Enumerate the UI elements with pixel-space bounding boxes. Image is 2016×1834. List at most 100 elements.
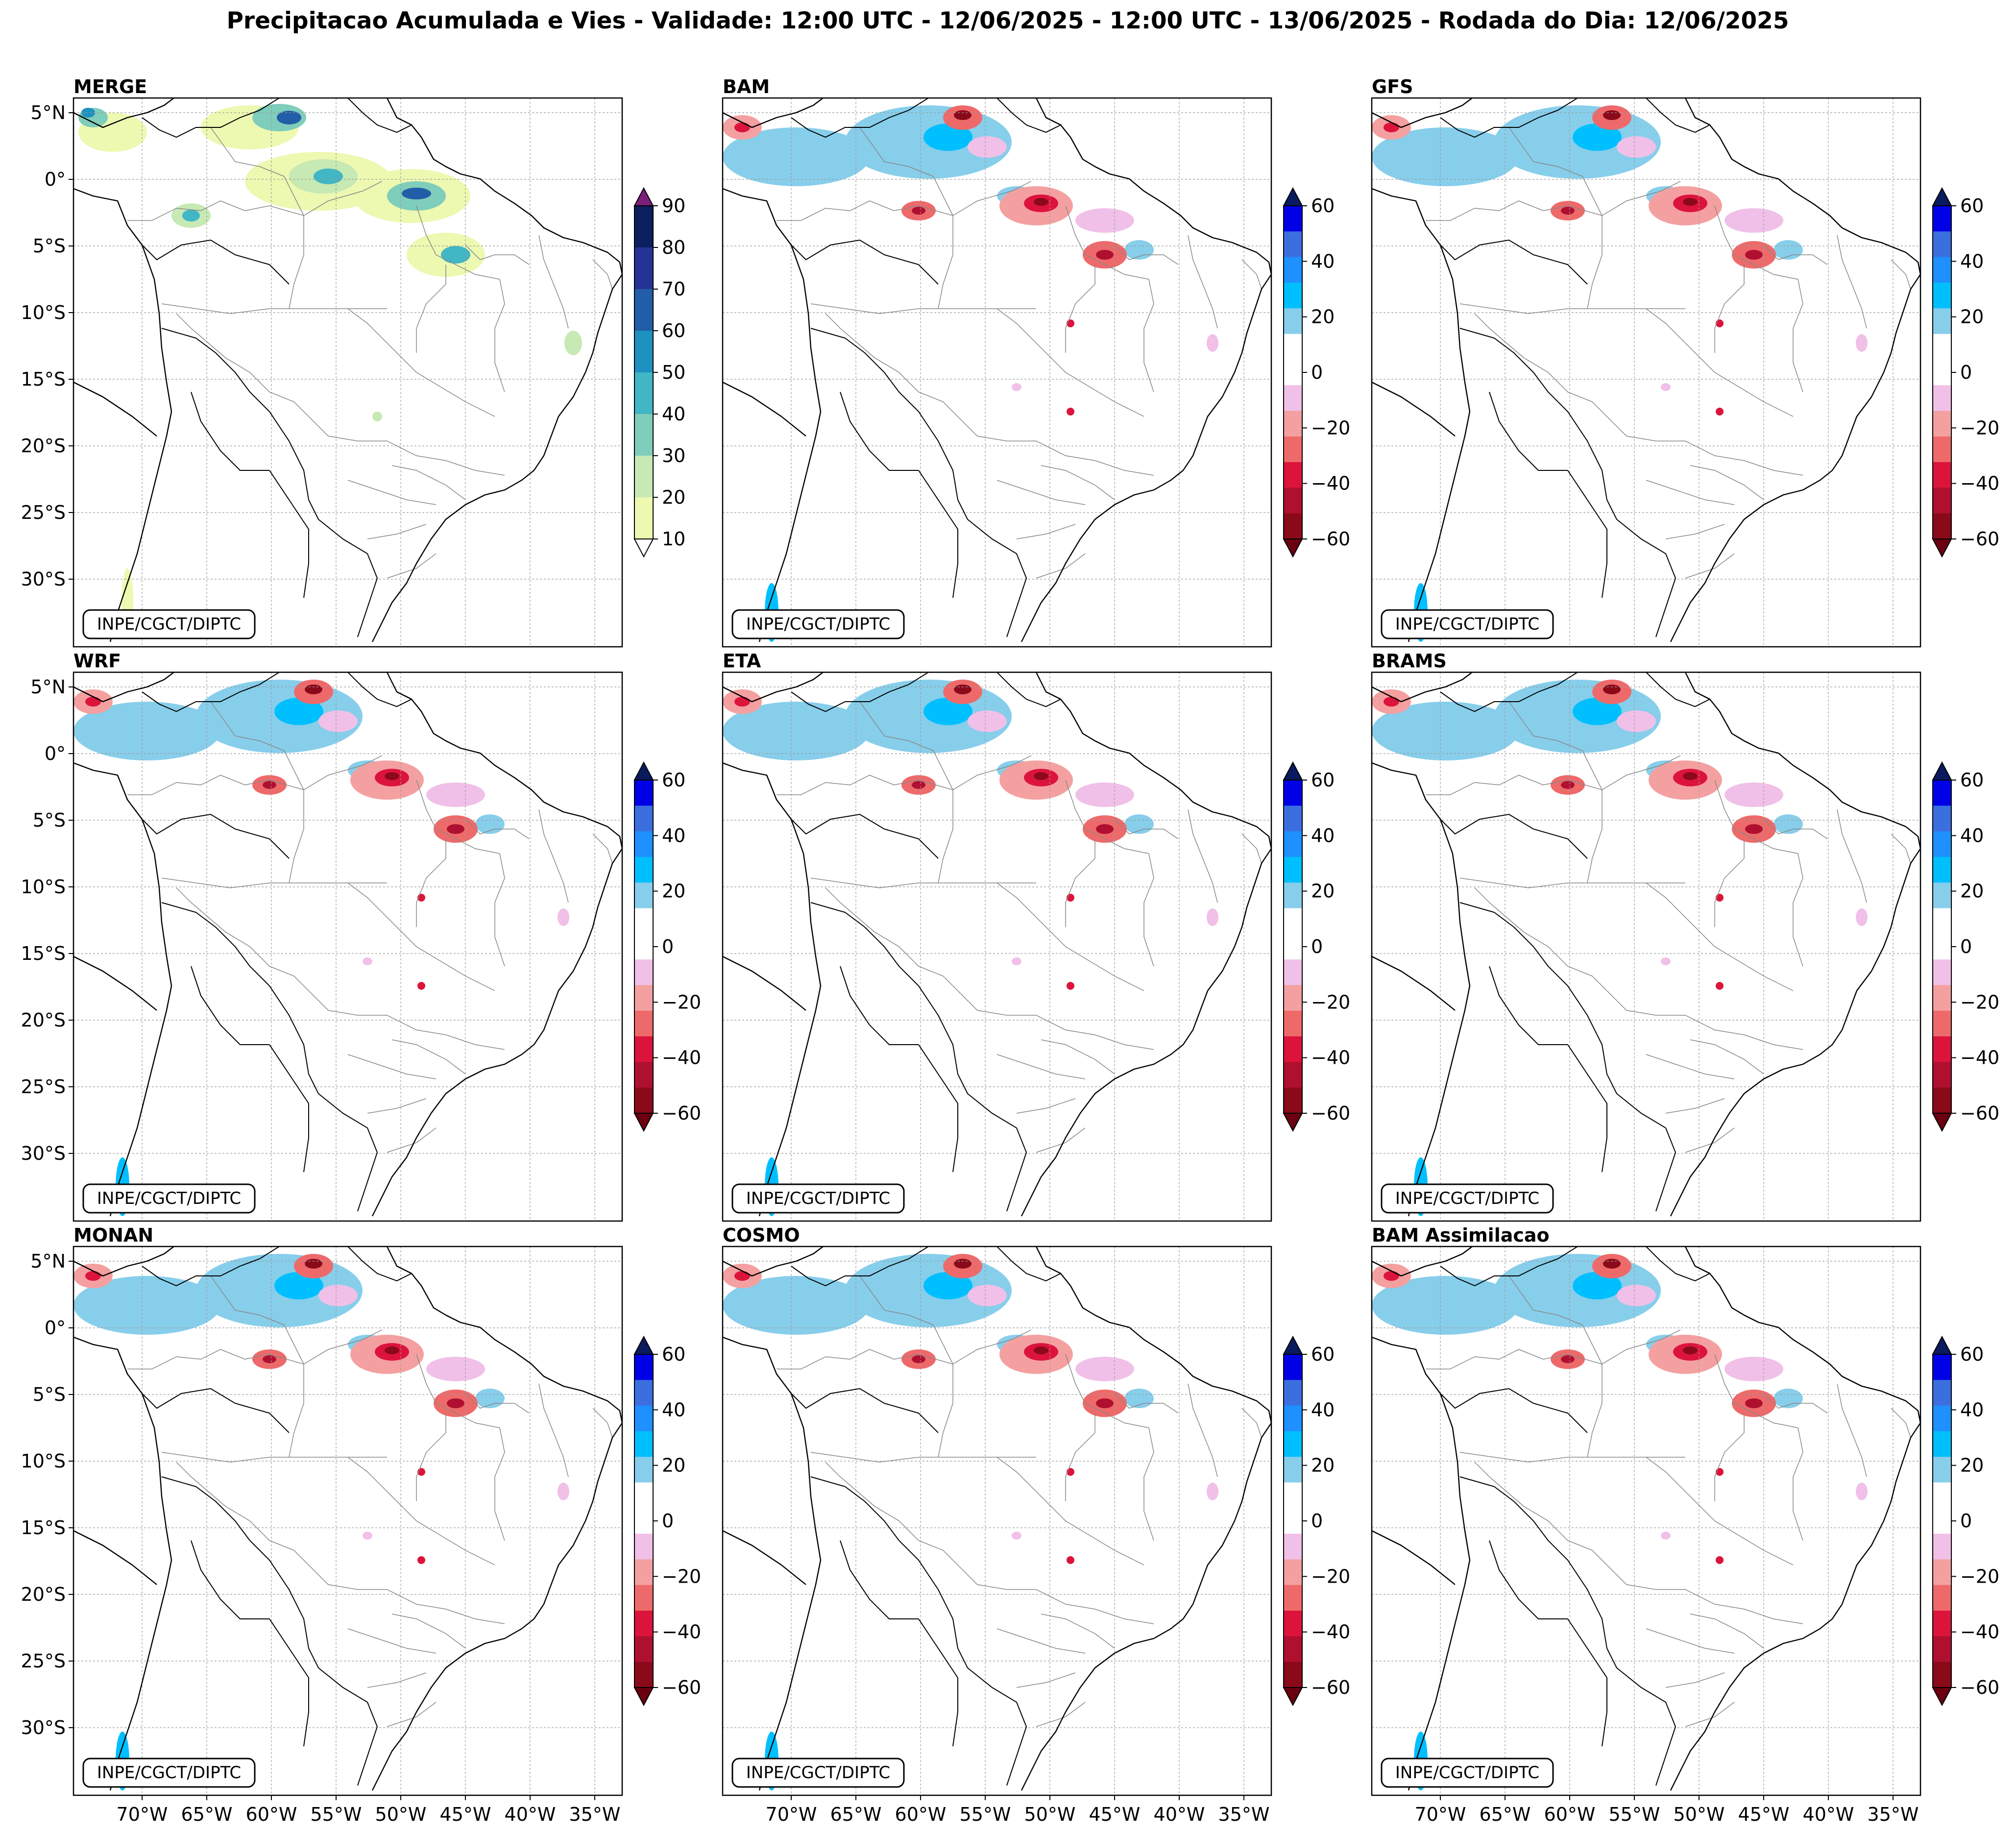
colorbar-bias: 60 40 20 0 −20 −40 −60 — [1283, 1335, 1350, 1707]
lat-label: 5°S — [33, 809, 66, 831]
lon-label: 50°W — [1674, 1804, 1725, 1825]
colorbar-extend-min — [633, 538, 654, 558]
colorbar-segment — [1284, 959, 1302, 985]
colorbar-tick-label: −20 — [1311, 991, 1350, 1013]
panel-frame — [722, 671, 1272, 1222]
lon-label: 55°W — [311, 1804, 362, 1825]
colorbar-tick-label: 20 — [1960, 1455, 1984, 1476]
panel-bam-assimilacao: BAM Assimilacao INPE/CGCT/DIPTC — [1371, 1224, 1921, 1796]
colorbar-bias: 60 40 20 0 −20 −40 −60 — [1283, 187, 1350, 558]
colorbar-segment — [634, 806, 653, 832]
colorbar-segment — [1284, 462, 1302, 488]
colorbar-tick-label: 60 — [662, 320, 685, 342]
panel-title: COSMO — [723, 1224, 800, 1246]
colorbar-tick-label: 60 — [662, 1344, 685, 1365]
colorbar-segment — [1933, 985, 1951, 1011]
colorbar-extend-min — [633, 1687, 654, 1707]
lon-label: 65°W — [830, 1804, 882, 1825]
colorbars: 90 80 70 60 50 40 30 20 10 60 40 20 0 −20 −40 −60 60 40 20… — [633, 187, 1999, 1707]
colorbar-tick-label: 20 — [1311, 306, 1335, 328]
colorbar-extend-min — [1932, 1113, 1952, 1132]
lat-label: 25°S — [21, 1650, 66, 1672]
colorbar-segment — [1933, 462, 1951, 488]
lon-label: 35°W — [1218, 1804, 1270, 1825]
colorbar-extend-min — [1932, 1687, 1952, 1707]
colorbar-segment — [1284, 436, 1302, 463]
colorbar-tick-label: −60 — [1311, 1677, 1350, 1698]
panel-title: ETA — [723, 650, 761, 672]
colorbar-segment — [634, 856, 653, 883]
colorbar-tick-label: 0 — [662, 936, 674, 957]
colorbar-tick-label: 90 — [662, 195, 685, 217]
colorbar-tick-label: 0 — [1311, 936, 1323, 957]
colorbar-extend-max — [1283, 187, 1303, 206]
colorbar-segment — [1933, 308, 1951, 335]
colorbar-segment — [634, 1431, 653, 1457]
colorbar-segment — [1933, 1431, 1951, 1457]
panel-title: BAM Assimilacao — [1372, 1224, 1550, 1246]
lat-label: 10°S — [21, 1450, 66, 1472]
colorbar-tick-label: −60 — [1960, 1102, 1999, 1124]
colorbar-segment — [1284, 257, 1302, 283]
map-area: INPE/CGCT/DIPTC — [723, 1247, 1271, 1795]
colorbar-segment — [1933, 780, 1951, 806]
colorbar-segment — [1933, 908, 1951, 934]
colorbar-tick-label: −20 — [662, 1565, 701, 1587]
lon-label: 55°W — [1609, 1804, 1660, 1825]
lat-label: 5°N — [30, 102, 66, 123]
credit-label: INPE/CGCT/DIPTC — [746, 614, 890, 634]
colorbar-tick-label: −40 — [1960, 1047, 1999, 1069]
panel-title: WRF — [73, 650, 121, 672]
colorbar-segment — [634, 497, 653, 539]
colorbar-segment — [1933, 1036, 1951, 1062]
panel-frame — [73, 1246, 623, 1796]
colorbar-tick-label: 0 — [1960, 362, 1972, 383]
colorbar-segment — [634, 908, 653, 934]
colorbar-segment — [634, 1010, 653, 1037]
colorbar-segment — [1284, 933, 1302, 960]
colorbar-extend-max — [1932, 187, 1952, 206]
colorbar-segment — [1933, 1062, 1951, 1088]
colorbar-segment — [1284, 385, 1302, 411]
colorbar-segment — [1933, 513, 1951, 539]
colorbar-segment — [1284, 1636, 1302, 1663]
colorbar-segment — [1284, 513, 1302, 539]
colorbar-segment — [1933, 1508, 1951, 1534]
colorbar-segment — [1933, 257, 1951, 283]
panel-title: MERGE — [73, 76, 147, 98]
lat-label: 30°S — [21, 1143, 66, 1164]
colorbar-tick-label: −40 — [1311, 473, 1350, 494]
colorbar-segment — [634, 933, 653, 960]
colorbar-segment — [1284, 908, 1302, 934]
colorbar-segment — [1284, 1380, 1302, 1406]
colorbar-segment — [1933, 1636, 1951, 1663]
colorbar-extend-max — [1283, 1335, 1303, 1355]
colorbar-extend-max — [633, 187, 654, 206]
colorbar-segment — [1284, 282, 1302, 309]
lon-label: 40°W — [1803, 1804, 1854, 1825]
colorbar-segment — [1284, 1036, 1302, 1062]
lat-label: 0° — [45, 169, 66, 190]
colorbar-tick-label: 40 — [662, 1399, 685, 1420]
colorbar-tick-label: −40 — [1311, 1621, 1350, 1643]
colorbar-segment — [634, 1636, 653, 1663]
panel-title: MONAN — [73, 1224, 153, 1246]
lat-label: 5°S — [33, 1384, 66, 1405]
colorbar-segment — [1284, 1662, 1302, 1688]
colorbar-segment — [1284, 1482, 1302, 1509]
colorbar-tick-label: 0 — [1311, 362, 1323, 383]
colorbar-segment — [1284, 411, 1302, 437]
credit-label: INPE/CGCT/DIPTC — [97, 614, 241, 634]
colorbar-extend-min — [1283, 538, 1303, 558]
colorbar-extend-max — [1932, 761, 1952, 781]
colorbar-tick-label: 40 — [1960, 1399, 1984, 1420]
panel-frame — [722, 1246, 1272, 1796]
colorbar-segment — [634, 780, 653, 806]
colorbar-segment — [1284, 1354, 1302, 1380]
figure-title: Precipitacao Acumulada e Vies - Validade… — [226, 7, 1789, 34]
colorbar-segment — [634, 1087, 653, 1114]
colorbar-segment — [634, 882, 653, 909]
lon-label: 70°W — [766, 1804, 817, 1825]
panel-merge: MERGE INPE/CGCT/DIPTC 5°N 0° 5°S 10°S 15°S 20°S… — [21, 76, 623, 648]
lon-label: 60°W — [246, 1804, 297, 1825]
